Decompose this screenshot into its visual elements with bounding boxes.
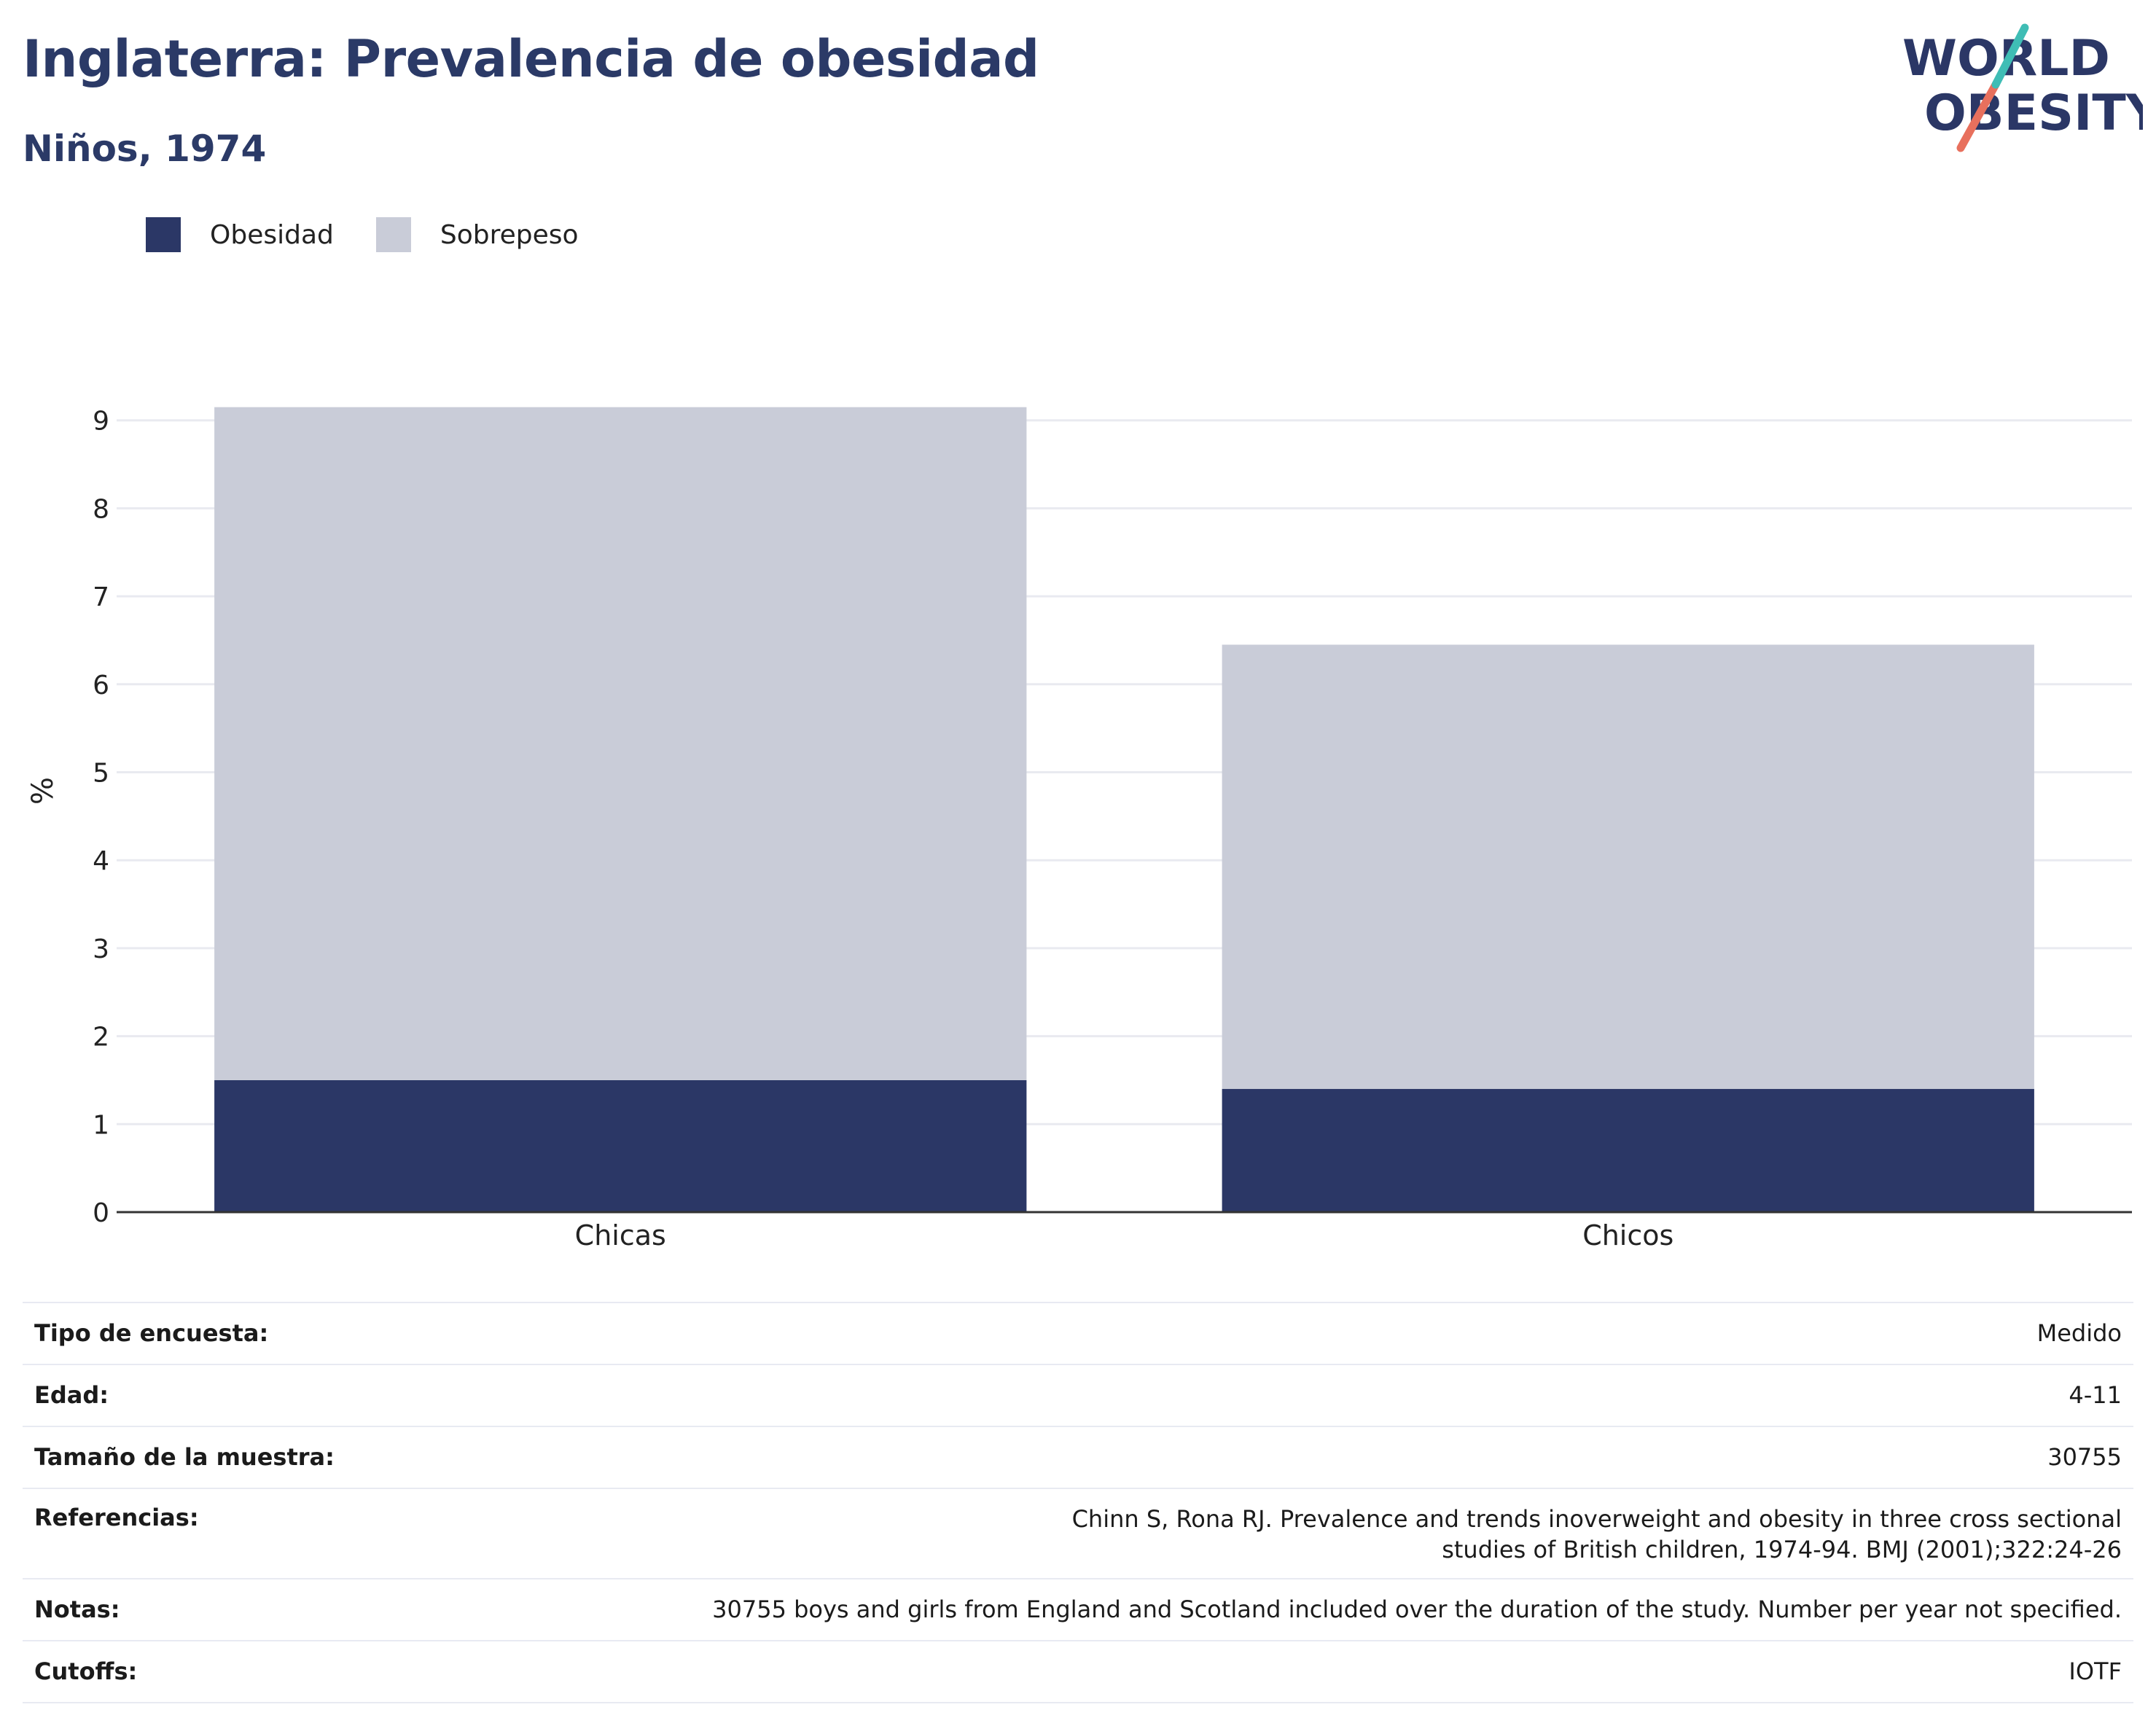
legend-label-obesidad: Obesidad (210, 219, 334, 250)
y-axis-label: % (26, 777, 60, 805)
y-tick-label: 0 (93, 1198, 109, 1228)
logo-text-obesity: OBESITY (1924, 85, 2143, 142)
info-row-sample-size: Tamaño de la muestra: 30755 (23, 1426, 2133, 1488)
info-key: Referencias: (23, 1488, 483, 1579)
info-value: Chinn S, Rona RJ. Prevalence and trends … (483, 1488, 2133, 1579)
chart-subtitle: Niños, 1974 (23, 128, 267, 170)
info-value: 30755 boys and girls from England and Sc… (483, 1578, 2133, 1641)
info-value: 4-11 (483, 1364, 2133, 1426)
info-key: Tipo de encuesta: (23, 1302, 483, 1364)
y-tick-label: 4 (93, 846, 109, 876)
chart-title: Inglaterra: Prevalencia de obesidad (23, 29, 1039, 89)
info-key: Cutoffs: (23, 1640, 483, 1703)
info-row-cutoffs: Cutoffs: IOTF (23, 1640, 2133, 1703)
y-tick-label: 6 (93, 671, 109, 700)
info-value: 30755 (483, 1426, 2133, 1488)
y-tick-label: 2 (93, 1023, 109, 1052)
info-key: Edad: (23, 1364, 483, 1426)
stacked-bar-chart: 0 1 2 3 4 5 6 7 8 9% Chicas Chicos (26, 407, 2132, 1251)
info-value: Medido (483, 1302, 2133, 1364)
logo-slash-teal (1991, 23, 2029, 89)
info-row-notes: Notas: 30755 boys and girls from England… (23, 1578, 2133, 1641)
legend-swatch-sobrepeso (375, 217, 411, 252)
bar-sobrepeso-chicas (214, 407, 1027, 1080)
y-tick-label: 1 (93, 1110, 109, 1140)
y-tick-label: 9 (93, 407, 109, 437)
y-tick-label: 3 (93, 934, 109, 964)
legend-item-obesidad[interactable]: Obesidad (146, 217, 334, 252)
info-row-survey-type: Tipo de encuesta: Medido (23, 1302, 2133, 1364)
info-key: Notas: (23, 1578, 483, 1641)
world-obesity-logo: WORLD OBESITY (1902, 23, 2143, 152)
bar-obesidad-chicos (1222, 1089, 2034, 1212)
bar-sobrepeso-chicos (1222, 644, 2034, 1090)
info-value: IOTF (483, 1640, 2133, 1703)
survey-info-table: Tipo de encuesta: Medido Edad: 4-11 Tama… (23, 1302, 2133, 1703)
bar-obesidad-chicas (214, 1079, 1027, 1212)
legend-item-sobrepeso[interactable]: Sobrepeso (375, 217, 579, 252)
y-tick-label: 7 (93, 582, 109, 612)
x-tick-label: Chicas (575, 1219, 666, 1251)
y-tick-label: 5 (93, 759, 109, 789)
info-key: Tamaño de la muestra: (23, 1426, 483, 1488)
legend-swatch-obesidad (146, 217, 181, 252)
info-row-age: Edad: 4-11 (23, 1364, 2133, 1426)
chart-legend: Obesidad Sobrepeso (146, 217, 621, 252)
x-tick-label: Chicos (1582, 1219, 1673, 1251)
y-tick-label: 8 (93, 494, 109, 524)
logo-slash-coral (1956, 80, 2000, 152)
legend-label-sobrepeso: Sobrepeso (440, 219, 579, 250)
info-row-references: Referencias: Chinn S, Rona RJ. Prevalenc… (23, 1488, 2133, 1579)
